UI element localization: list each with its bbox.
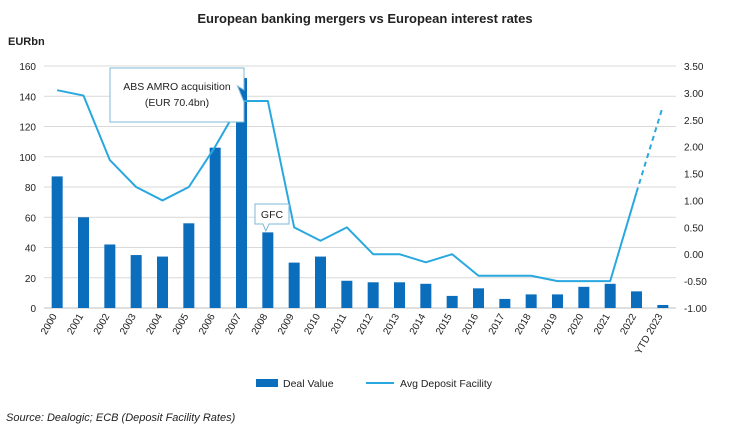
x-tick-label: 2018 (513, 312, 534, 337)
x-tick-label: 2016 (460, 312, 481, 337)
bar (51, 176, 63, 308)
bar (104, 244, 116, 308)
bar (262, 232, 274, 308)
bar (420, 283, 432, 308)
x-tick-label: 2006 (197, 312, 218, 337)
x-axis-ticks: 2000 2001 2002 2003 2004 2005 2006 2007 2008 2009… (39, 312, 666, 357)
y2-tick-label: 2.50 (684, 116, 704, 127)
bar (578, 286, 590, 308)
y2-tick-label: 1.00 (684, 196, 704, 207)
x-tick-label: 2021 (592, 312, 613, 337)
bar (130, 255, 142, 308)
x-tick-label: 2017 (487, 312, 508, 337)
bar (315, 256, 326, 308)
line-series-projection (635, 106, 664, 193)
x-tick-label: 2012 (355, 312, 376, 337)
annotation-box-abn-amro (109, 67, 245, 123)
bar (236, 78, 247, 308)
x-tick-label: 2022 (618, 312, 639, 337)
line-series (56, 89, 664, 283)
bar-series (51, 78, 669, 308)
legend-label-deal-value: Deal Value (283, 378, 334, 390)
x-tick-label: 2013 (381, 312, 402, 337)
annotation-gfc: GFC (261, 209, 284, 221)
y-tick-label: 20 (25, 274, 37, 285)
bar (552, 294, 563, 308)
y2-tick-label: 3.00 (684, 89, 704, 100)
y-tick-label: 40 (25, 244, 37, 255)
grid-lines (44, 65, 676, 309)
y2-tick-label: -1.00 (684, 304, 707, 315)
bar (367, 282, 379, 308)
x-tick-label: 2008 (250, 312, 271, 337)
y-tick-label: 0 (30, 304, 36, 315)
x-tick-label: 2014 (408, 312, 429, 337)
y-tick-label: 100 (19, 153, 36, 164)
line-series-path (56, 89, 638, 283)
x-tick-label: 2000 (39, 312, 60, 337)
y-axis-label: EURbn (8, 36, 45, 48)
x-tick-label: 2019 (539, 312, 560, 337)
y2-axis-ticks: -1.00 -0.50 0.00 0.50 1.00 1.50 2.00 2.50 3.00 3.… (684, 62, 707, 315)
legend: Deal Value Avg Deposit Facility (256, 378, 493, 390)
annotation-box-gfc (254, 203, 290, 233)
y2-tick-label: 2.00 (684, 143, 704, 154)
y-tick-label: 160 (19, 62, 36, 73)
x-tick-label: 2004 (144, 312, 165, 337)
bar (209, 147, 221, 308)
x-tick-label: 2003 (118, 312, 139, 337)
y-tick-label: 60 (25, 213, 37, 224)
bar (341, 280, 353, 308)
bar (446, 295, 458, 308)
y2-tick-label: -0.50 (684, 277, 707, 288)
y2-tick-label: 1.50 (684, 170, 704, 181)
bar (657, 304, 669, 308)
bar (78, 217, 89, 308)
bar (525, 294, 537, 308)
y-tick-label: 140 (19, 92, 36, 103)
bar (288, 262, 300, 308)
bar (631, 291, 642, 308)
y2-tick-label: 3.50 (684, 62, 704, 73)
y-tick-label: 120 (19, 123, 36, 134)
source-note: Source: Dealogic; ECB (Deposit Facility … (6, 412, 236, 424)
legend-label-deposit-facility: Avg Deposit Facility (400, 378, 493, 390)
x-tick-label: 2002 (92, 312, 113, 337)
y-axis-ticks: 0 20 40 60 80 100 120 140 160 (19, 62, 36, 315)
chart-title: European banking mergers vs European int… (197, 11, 532, 26)
annotations: ABS AMRO acquisition (EUR 70.4bn) GFC (109, 67, 290, 233)
x-tick-label: 2020 (566, 312, 587, 337)
bar (183, 223, 195, 308)
x-tick-label: 2009 (276, 312, 297, 337)
bar (604, 283, 616, 308)
bar (473, 288, 484, 308)
x-tick-label: 2007 (223, 312, 244, 337)
bar (499, 298, 511, 308)
bar (394, 282, 405, 308)
annotation-abn-amro-line1: ABS AMRO acquisition (123, 81, 231, 93)
x-tick-label: 2015 (434, 312, 455, 337)
legend-swatch-deal-value (256, 379, 278, 387)
x-tick-label: 2010 (302, 312, 323, 337)
y-tick-label: 80 (25, 183, 37, 194)
x-tick-label: 2005 (171, 312, 192, 337)
bar (157, 256, 168, 308)
x-tick-label: 2001 (65, 312, 86, 337)
annotation-abn-amro-line2: (EUR 70.4bn) (145, 97, 209, 109)
y2-tick-label: 0.50 (684, 223, 704, 234)
x-tick-label: 2011 (329, 312, 349, 337)
y2-tick-label: 0.00 (684, 250, 704, 261)
